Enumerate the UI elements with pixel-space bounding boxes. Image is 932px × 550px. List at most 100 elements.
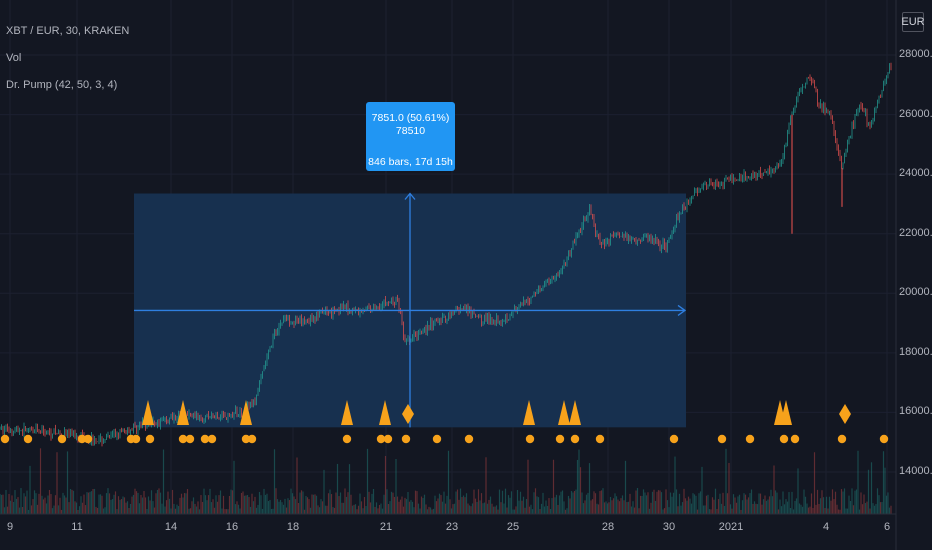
volume-bar (507, 495, 510, 514)
volume-bar (230, 489, 232, 514)
volume-bar (243, 495, 246, 514)
volume-bar (458, 499, 460, 514)
signal-dot (595, 434, 605, 444)
volume-bar (396, 496, 399, 514)
volume-bar (809, 506, 811, 514)
time-tick-label: 23 (445, 521, 459, 533)
volume-bar (6, 506, 9, 514)
volume-bar (696, 509, 699, 514)
volume-bar (843, 488, 846, 514)
volume-bar (252, 501, 255, 514)
volume-bar (281, 502, 283, 514)
volume-bar (599, 491, 601, 514)
volume-bar (630, 506, 633, 514)
volume-bar (72, 490, 75, 514)
volume-bar (231, 490, 234, 514)
volume-bar (780, 506, 783, 514)
volume-bar (644, 492, 646, 514)
volume-bar (468, 505, 471, 514)
volume-bar (86, 492, 88, 514)
volume-bar (608, 502, 610, 514)
volume-bar (659, 490, 661, 514)
volume-bar (158, 488, 160, 514)
volume-bar (570, 491, 573, 514)
currency-button[interactable]: EUR (901, 12, 925, 32)
volume-indicator-label[interactable]: Vol (6, 52, 22, 64)
volume-bar (825, 496, 828, 514)
volume-bar (132, 494, 135, 514)
volume-bar (264, 494, 267, 514)
volume-bar (8, 493, 10, 514)
volume-bar (126, 501, 129, 514)
volume-bar (837, 509, 840, 514)
volume-bar (464, 497, 466, 514)
volume-bar (783, 504, 786, 514)
volume-bar (788, 492, 790, 514)
volume-bar (533, 492, 535, 514)
volume-bar (272, 508, 274, 514)
volume-bar (354, 504, 357, 514)
volume-bar (387, 503, 390, 514)
volume-bar (83, 494, 85, 514)
volume-bar (216, 501, 219, 514)
volume-bar (737, 496, 739, 514)
volume-bar (254, 496, 256, 514)
volume-bar (602, 488, 604, 514)
volume-bar (771, 496, 774, 514)
volume-bar (395, 458, 397, 514)
volume-bar (723, 505, 726, 514)
volume-bar (32, 499, 34, 514)
signal-dot (669, 434, 679, 444)
dr-pump-indicator-label[interactable]: Dr. Pump (42, 50, 3, 4) (6, 79, 118, 91)
volume-bar (248, 497, 250, 514)
volume-bar (288, 500, 291, 514)
volume-bar (54, 495, 57, 514)
volume-bar (41, 495, 43, 514)
symbol-title[interactable]: XBT / EUR, 30, KRAKEN (6, 25, 130, 37)
price-tick-label: 20000.0 (899, 286, 932, 299)
volume-bar (812, 507, 814, 514)
signal-dot (342, 434, 352, 444)
volume-bar (194, 503, 196, 514)
volume-bar (656, 491, 658, 514)
signal-dot (178, 434, 188, 444)
volume-bar (884, 467, 886, 514)
volume-bar (65, 497, 67, 514)
volume-bar (350, 494, 352, 514)
volume-bar (270, 509, 273, 514)
volume-bar (197, 501, 199, 514)
volume-bar (123, 497, 126, 514)
volume-bar (27, 509, 30, 514)
volume-bar (15, 498, 18, 514)
volume-bar (572, 492, 574, 514)
volume-bar (515, 506, 517, 514)
time-tick-label: 18 (286, 521, 300, 533)
chart-legend: XBT / EUR, 30, KRAKEN Vol Dr. Pump (42, … (6, 24, 129, 105)
volume-bar (101, 495, 103, 514)
volume-bar (762, 499, 765, 514)
volume-bar (756, 504, 759, 514)
volume-bar (707, 494, 709, 514)
volume-bar (431, 509, 433, 514)
volume-bar (170, 508, 172, 514)
volume-bar (587, 492, 589, 514)
volume-bar (207, 495, 210, 514)
volume-bar (728, 462, 730, 514)
volume-bar (351, 505, 354, 514)
volume-bar (3, 507, 6, 514)
volume-bar (179, 497, 181, 514)
volume-bar (638, 508, 640, 514)
volume-bar (299, 492, 301, 514)
volume-bar (797, 468, 799, 514)
volume-bar (548, 498, 550, 514)
volume-bar (657, 490, 660, 514)
volume-bar (446, 495, 448, 514)
volume-bar (779, 499, 781, 514)
volume-bar (435, 501, 438, 514)
volume-bar (794, 500, 796, 514)
volume-bar (114, 491, 117, 514)
volume-bar (881, 502, 883, 514)
volume-bar (852, 505, 855, 514)
volume-bar (671, 496, 673, 514)
